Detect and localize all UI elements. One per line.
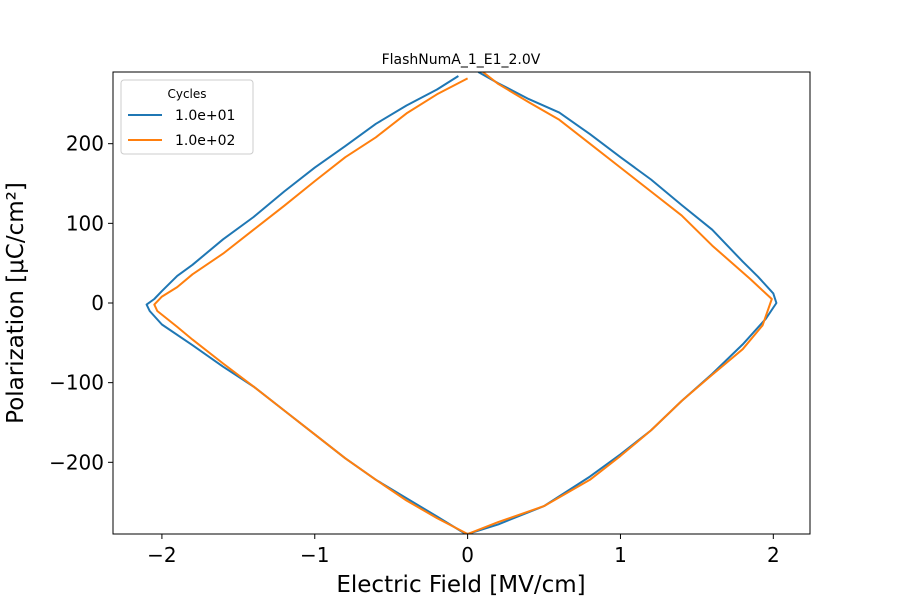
x-tick-label: −1 <box>300 543 329 567</box>
x-axis-label: Electric Field [MV/cm] <box>336 572 585 598</box>
legend-title: Cycles <box>167 87 206 101</box>
series-group <box>145 72 778 534</box>
x-tick-label: 0 <box>461 543 474 567</box>
x-tick-label: −2 <box>147 543 176 567</box>
legend-label-series-2: 1.0e+02 <box>175 133 235 149</box>
y-tick-label: −100 <box>49 371 104 395</box>
plot-frame <box>112 71 811 535</box>
y-axis-ticks: −200 −100 0 100 200 <box>49 132 113 474</box>
y-tick-label: 100 <box>66 211 104 235</box>
y-axis-label: Polarization [μC/cm²] <box>3 182 29 424</box>
legend: Cycles 1.0e+01 1.0e+02 <box>120 79 254 155</box>
y-tick-label: 0 <box>91 291 104 315</box>
series-line-2 <box>153 72 773 534</box>
legend-box <box>120 79 254 155</box>
y-tick-label: 200 <box>66 132 104 156</box>
x-tick-label: 2 <box>767 543 780 567</box>
legend-label-series-1: 1.0e+01 <box>175 108 235 124</box>
x-axis-ticks: −2 −1 0 1 2 <box>147 534 780 567</box>
series-line-1 <box>145 72 778 534</box>
y-tick-label: −200 <box>49 450 104 474</box>
chart-title: FlashNumA_1_E1_2.0V <box>382 52 541 68</box>
x-tick-label: 1 <box>614 543 627 567</box>
